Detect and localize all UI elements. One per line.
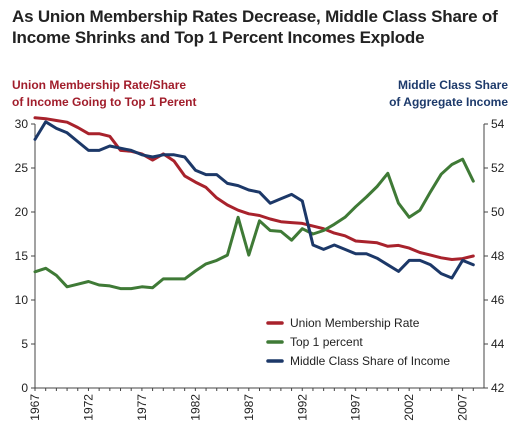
series-line-union-membership-rate: [33, 116, 475, 261]
left-tick-label: 20: [15, 205, 29, 219]
right-tick-label: 44: [491, 337, 505, 351]
right-tick-label: 42: [491, 381, 505, 395]
right-axis-label: Middle Class Share: [398, 78, 508, 92]
right-tick-label: 50: [491, 205, 505, 219]
left-tick-label: 10: [15, 293, 29, 307]
left-tick-label: 15: [15, 249, 29, 263]
left-tick-label: 0: [21, 381, 28, 395]
legend-label: Union Membership Rate: [290, 316, 420, 330]
x-tick-label: 1997: [349, 394, 363, 421]
chart-title: As Union Membership Rates Decrease, Midd…: [12, 7, 498, 47]
x-tick-label: 2002: [402, 394, 416, 421]
right-tick-label: 54: [491, 117, 505, 131]
right-tick-label: 48: [491, 249, 505, 263]
x-tick-label: 1967: [28, 394, 42, 421]
x-tick-label: 2007: [456, 394, 470, 421]
x-tick-label: 1972: [81, 394, 95, 421]
legend-label: Middle Class Share of Income: [290, 354, 450, 368]
left-axis-label: of Income Going to Top 1 Perent: [12, 95, 196, 109]
x-tick-label: 1982: [188, 394, 202, 421]
left-tick-label: 30: [15, 117, 29, 131]
x-tick-label: 1977: [135, 394, 149, 421]
right-axis-label: of Aggregate Income: [389, 95, 508, 109]
left-axis-label: Union Membership Rate/Share: [12, 78, 186, 92]
left-tick-label: 5: [21, 337, 28, 351]
series-line-middle-class-share-of-income: [33, 120, 475, 280]
x-tick-label: 1987: [242, 394, 256, 421]
series-line-top-1-percent: [33, 157, 475, 291]
right-tick-label: 52: [491, 161, 505, 175]
left-tick-label: 25: [15, 161, 29, 175]
legend-label: Top 1 percent: [290, 335, 363, 349]
x-tick-label: 1992: [295, 394, 309, 421]
right-tick-label: 46: [491, 293, 505, 307]
